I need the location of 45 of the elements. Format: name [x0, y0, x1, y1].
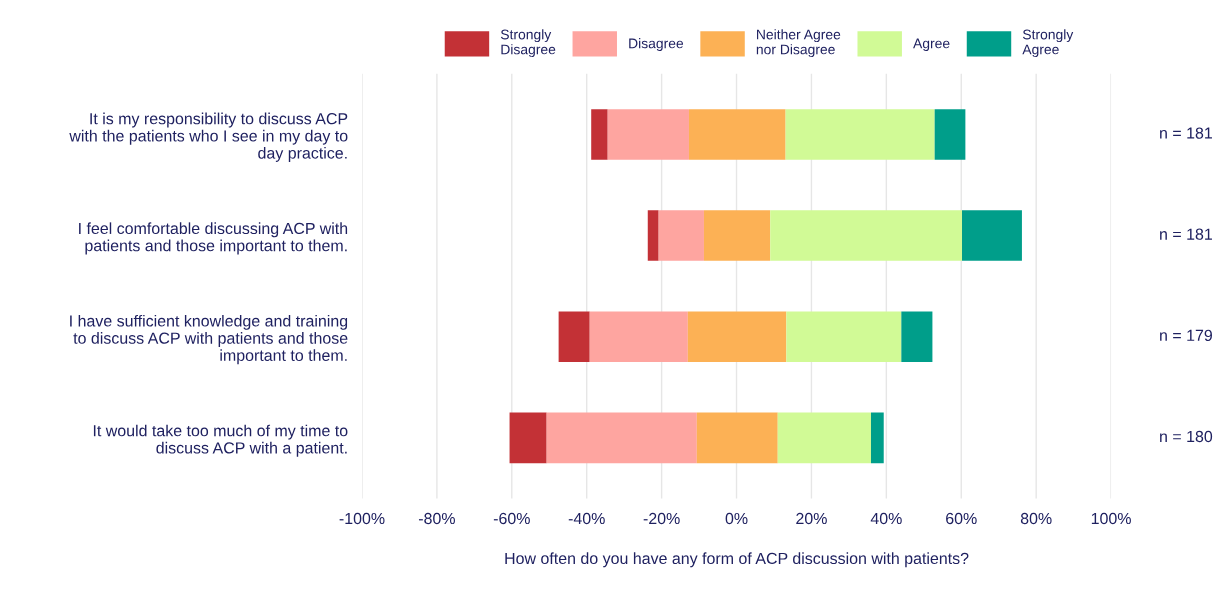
x-tick-label: 40% — [870, 512, 902, 525]
bar — [962, 210, 1022, 261]
x-tick-label: 20% — [796, 512, 827, 525]
legend-label: Disagree — [629, 38, 684, 52]
bar — [647, 210, 659, 261]
x-tick-label: 60% — [946, 512, 977, 525]
bar — [591, 109, 608, 160]
y-tick-label: I feel comfortable discussing ACP with patients and those important to them. — [79, 222, 348, 255]
x-tick-label: -60% — [493, 512, 530, 525]
x-axis-title: How often do you have any form of ACP discussion with patients? — [505, 552, 969, 568]
bar — [703, 210, 771, 261]
bar — [688, 109, 786, 160]
x-tick-label: -40% — [568, 512, 605, 525]
legend-label: Neither Agree nor Disagree — [756, 29, 841, 58]
bar — [658, 210, 704, 261]
bar — [785, 109, 935, 160]
text: n = 181 — [1160, 228, 1212, 240]
bar — [777, 412, 871, 464]
bar — [589, 311, 688, 363]
bar — [607, 109, 689, 160]
text: n = 179 — [1160, 329, 1212, 342]
y-tick-label: It would take too much of my time to discuss ACP with a patient. — [93, 424, 348, 457]
legend-label: Agree — [913, 38, 950, 52]
x-tick-label: -80% — [418, 512, 455, 525]
bar — [546, 412, 697, 464]
bar — [558, 311, 590, 363]
bar — [786, 311, 902, 363]
y-tick-label: I have sufficient knowledge and training to discuss ACP with patients and those important to them. — [70, 314, 348, 365]
x-tick-label: 100% — [1091, 512, 1131, 525]
legend-label: Strongly Disagree — [500, 29, 556, 58]
y-tick-label: It is my responsibility to discuss ACP with the patients who I see in my day to day practice. — [69, 112, 348, 162]
x-tick-label: -100% — [339, 512, 385, 525]
text: n = 181 — [1160, 127, 1212, 139]
bar — [901, 311, 933, 363]
bar — [934, 109, 966, 160]
x-tick-label: 0% — [725, 512, 748, 525]
bar — [770, 210, 963, 261]
bar — [870, 412, 884, 464]
text: n = 180 — [1160, 430, 1213, 443]
legend-label: Strongly Agree — [1022, 29, 1074, 58]
bar — [509, 412, 547, 464]
bar — [696, 412, 778, 464]
bar — [687, 311, 787, 363]
x-tick-label: -20% — [643, 512, 680, 525]
x-tick-label: 80% — [1020, 512, 1052, 525]
